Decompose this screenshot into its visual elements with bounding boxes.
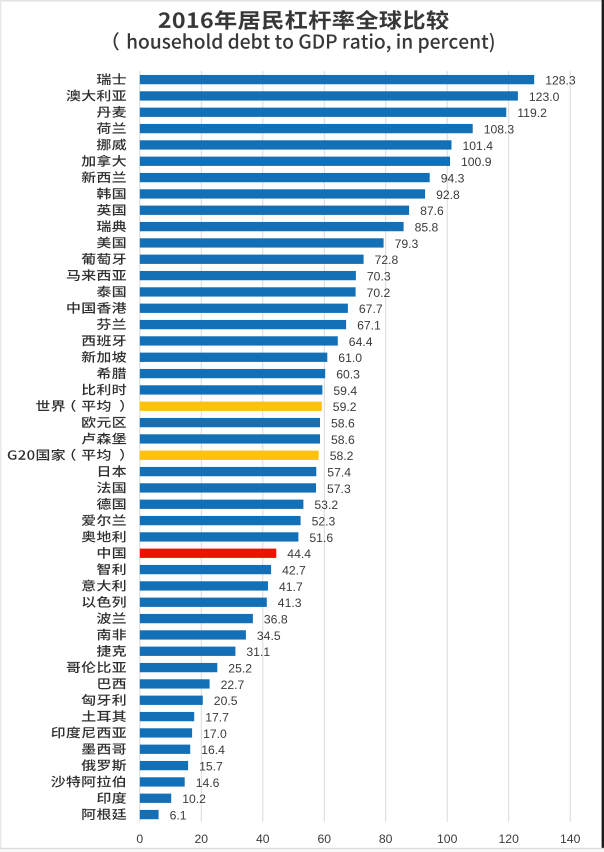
svg-text:123.0: 123.0 [529,90,560,104]
svg-text:25.2: 25.2 [228,661,252,675]
svg-text:14.6: 14.6 [196,776,220,790]
svg-text:52.3: 52.3 [312,514,336,528]
svg-text:94.3: 94.3 [441,172,465,186]
svg-text:16.4: 16.4 [201,743,225,757]
svg-text:6.1: 6.1 [170,808,187,822]
svg-text:100.9: 100.9 [461,155,492,169]
svg-text:101.4: 101.4 [463,139,494,153]
svg-text:87.6: 87.6 [420,204,444,218]
svg-text:59.2: 59.2 [333,400,357,414]
svg-text:70.2: 70.2 [367,286,391,300]
svg-text:22.7: 22.7 [221,678,245,692]
svg-text:61.0: 61.0 [338,351,362,365]
svg-text:20.5: 20.5 [214,694,238,708]
svg-text:70.3: 70.3 [367,270,391,284]
svg-text:79.3: 79.3 [395,237,419,251]
svg-text:120: 120 [499,832,520,846]
svg-text:67.7: 67.7 [359,302,383,316]
svg-text:17.0: 17.0 [203,727,227,741]
svg-text:119.2: 119.2 [517,106,547,120]
svg-text:10.2: 10.2 [182,792,206,806]
svg-text:92.8: 92.8 [436,188,460,202]
svg-text:100: 100 [437,832,458,846]
svg-text:31.1: 31.1 [246,645,270,659]
svg-text:57.3: 57.3 [327,482,351,496]
svg-text:59.4: 59.4 [333,384,357,398]
svg-text:58.6: 58.6 [331,433,355,447]
svg-text:20: 20 [195,832,209,846]
svg-text:42.7: 42.7 [282,563,306,577]
svg-text:60: 60 [318,832,332,846]
svg-text:51.6: 51.6 [309,531,333,545]
svg-text:80: 80 [379,832,393,846]
svg-text:67.1: 67.1 [357,318,381,332]
svg-text:64.4: 64.4 [349,335,373,349]
svg-text:53.2: 53.2 [314,498,338,512]
svg-text:40: 40 [256,832,270,846]
svg-text:58.2: 58.2 [330,449,354,463]
svg-text:44.4: 44.4 [287,547,311,561]
svg-text:58.6: 58.6 [331,416,355,430]
svg-text:72.8: 72.8 [375,253,399,267]
svg-text:128.3: 128.3 [545,74,576,88]
svg-text:34.5: 34.5 [257,629,281,643]
svg-text:140: 140 [560,832,581,846]
svg-text:0: 0 [136,832,143,846]
svg-text:108.3: 108.3 [484,123,515,137]
svg-text:36.8: 36.8 [264,612,288,626]
svg-text:41.3: 41.3 [278,596,302,610]
svg-text:15.7: 15.7 [199,759,223,773]
svg-text:85.8: 85.8 [415,221,439,235]
svg-text:57.4: 57.4 [327,465,351,479]
svg-text:60.3: 60.3 [336,367,360,381]
svg-text:17.7: 17.7 [205,710,229,724]
svg-text:41.7: 41.7 [279,580,303,594]
